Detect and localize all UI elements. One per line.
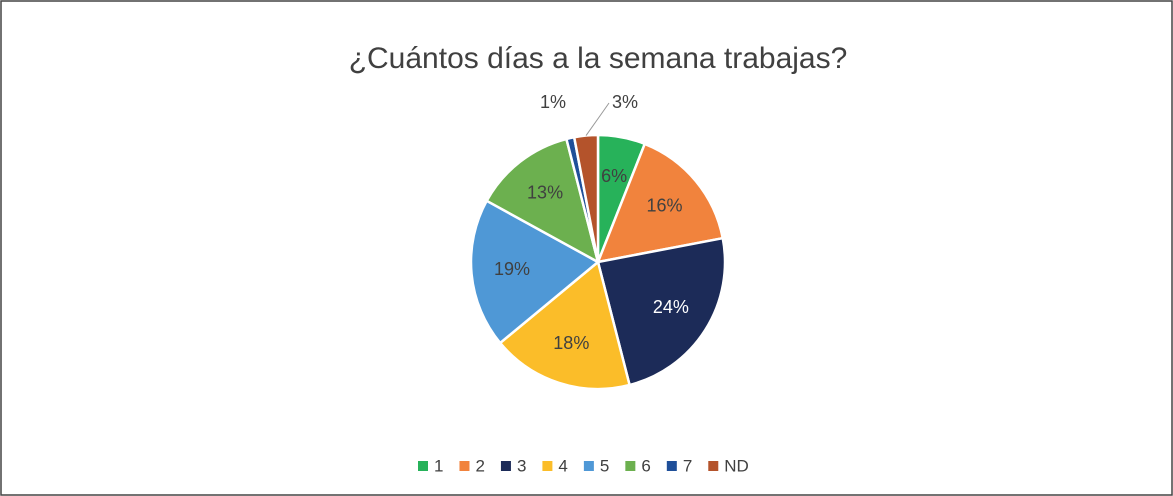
- pie-slice: [485, 137, 600, 265]
- data-label: 24%: [653, 297, 689, 317]
- legend-swatch: [459, 461, 470, 471]
- legend-swatch: [666, 461, 677, 471]
- pie-slice: [572, 133, 600, 263]
- legend-swatch: [708, 461, 719, 471]
- legend-label: 5: [600, 456, 609, 475]
- data-label: 3%: [612, 92, 638, 112]
- legend-label: 7: [683, 456, 692, 475]
- legend-label: 1: [434, 456, 443, 475]
- legend-label: ND: [724, 456, 749, 475]
- pie-slice: [596, 236, 727, 387]
- pie-slice: [469, 199, 601, 345]
- data-label: 6%: [601, 166, 627, 186]
- legend-swatch: [418, 461, 428, 471]
- data-label: 16%: [647, 196, 683, 216]
- pie-slice: [596, 142, 725, 264]
- legend-swatch: [625, 461, 636, 471]
- data-label: 18%: [553, 333, 589, 353]
- pie-slice: [498, 259, 632, 391]
- legend-swatch: [542, 461, 553, 471]
- legend-label: 4: [558, 456, 567, 475]
- data-label: 13%: [527, 183, 563, 203]
- leader-line: [585, 102, 610, 136]
- legend-label: 2: [475, 456, 484, 475]
- legend-swatch: [583, 461, 594, 471]
- data-label: 19%: [494, 259, 530, 279]
- legend-swatch: [500, 461, 511, 471]
- legend-label: 6: [641, 456, 650, 475]
- chart-title: ¿Cuántos días a la semana trabajas?: [349, 42, 848, 75]
- data-label: 1%: [540, 92, 566, 112]
- legend-label: 3: [517, 456, 526, 475]
